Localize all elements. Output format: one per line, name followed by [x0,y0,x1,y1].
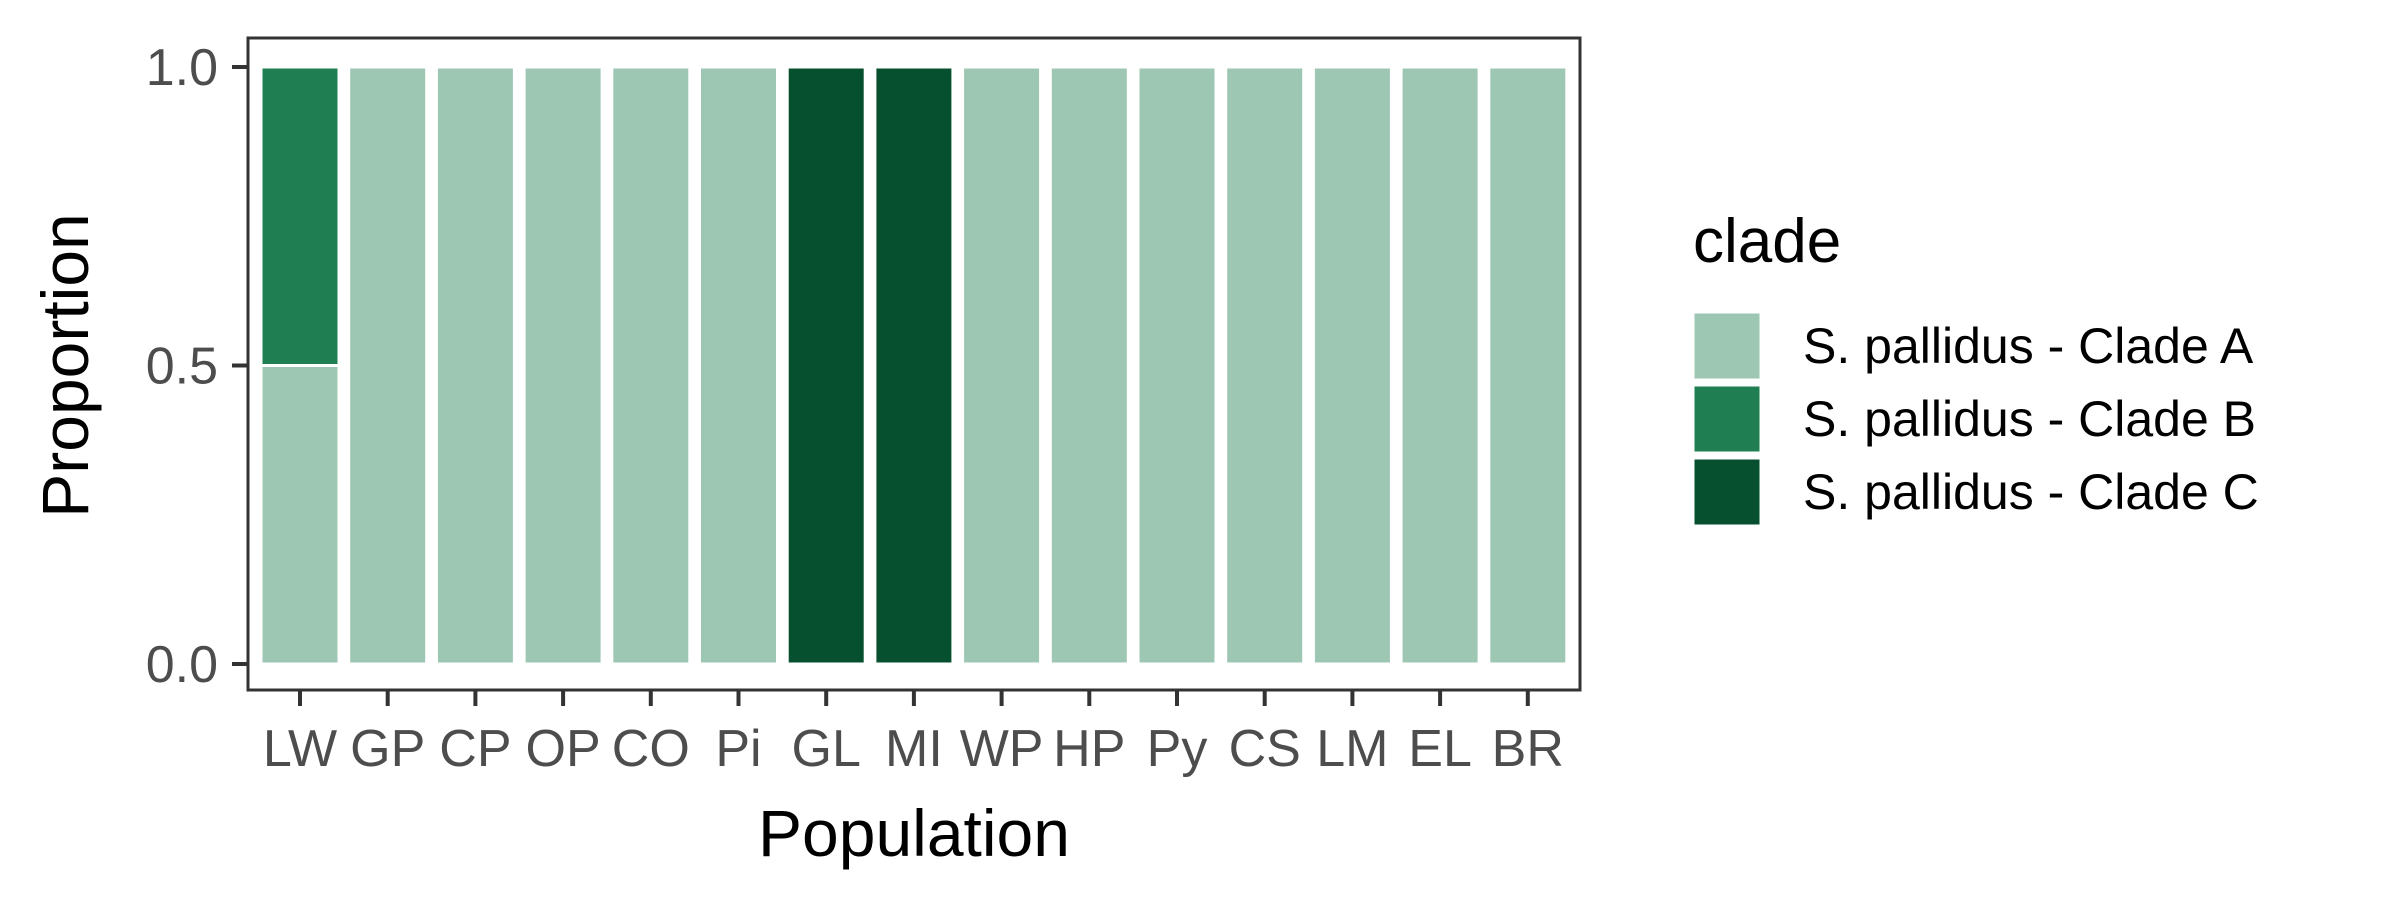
bar-LW-1 [259,364,341,666]
axes-layer: 0.0 0.5 1.0 LW GP CP OP CO Pi GL MI WP HP Py CS LM EL BR [146,39,1564,778]
bar-MI-3 [873,65,955,666]
bar-OP-1 [522,65,604,666]
bar-CO-1 [610,65,692,666]
bar-Py-1 [1136,65,1218,666]
bar-EL-1 [1399,65,1481,666]
bars-layer [259,65,1569,666]
bar-HP-1 [1048,65,1130,666]
legend-key-2 [1691,383,1763,455]
bar-GL-3 [785,65,867,666]
bar-Pi-1 [698,65,779,666]
bar-CS-1 [1224,65,1306,666]
x-tick-label: CP [439,720,511,778]
x-tick-label: LW [263,720,337,778]
legend-label-1: S. pallidus - Clade A [1803,318,2254,374]
legend-title: clade [1693,207,1841,276]
bar-WP-1 [961,65,1043,666]
x-tick-label: EL [1408,720,1472,778]
x-tick-label: CS [1229,720,1301,778]
bar-BR-1 [1487,65,1569,666]
x-tick-label: LM [1316,720,1388,778]
bar-LW-2 [259,65,341,367]
x-tick-label: GP [350,720,425,778]
bar-CP-1 [434,65,516,666]
x-axis-title: Population [758,796,1070,870]
y-tick-label: 0.0 [146,636,218,694]
y-tick-label: 1.0 [146,39,218,97]
x-tick-label: MI [885,720,943,778]
x-tick-label: WP [960,720,1044,778]
x-tick-label: Py [1147,720,1208,778]
y-axis-title: Proportion [28,213,102,518]
legend-label-3: S. pallidus - Clade C [1803,464,2259,520]
legend-key-3 [1691,456,1763,528]
y-tick-label: 0.5 [146,338,218,396]
bar-LM-1 [1311,65,1393,666]
x-tick-label: HP [1053,720,1125,778]
legend: clade S. pallidus - Clade A S. pallidus -… [1691,207,2259,528]
x-tick-label: OP [526,720,601,778]
x-tick-label: CO [612,720,690,778]
legend-label-2: S. pallidus - Clade B [1803,391,2256,447]
legend-key-1 [1691,310,1763,382]
x-tick-label: BR [1492,720,1564,778]
x-tick-label: Pi [715,720,761,778]
bar-GP-1 [347,65,429,666]
x-tick-label: GL [792,720,861,778]
